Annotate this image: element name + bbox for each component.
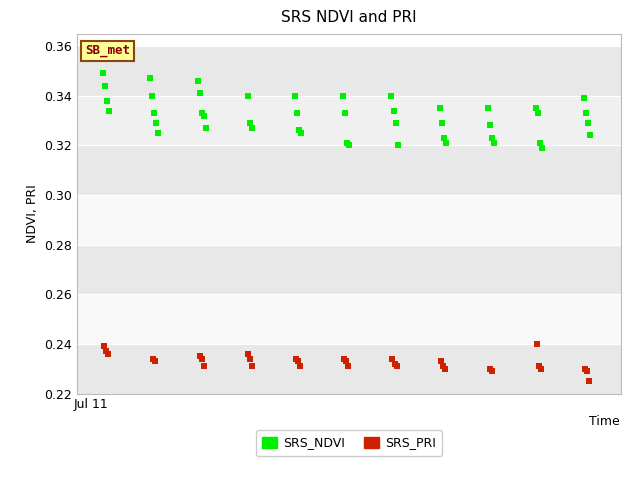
- Bar: [77, 96, 621, 145]
- Bar: [77, 46, 621, 96]
- Bar: [77, 145, 621, 195]
- Text: SB_met: SB_met: [85, 44, 130, 58]
- Y-axis label: NDVI, PRI: NDVI, PRI: [26, 184, 38, 243]
- Bar: [77, 294, 621, 344]
- Bar: [77, 195, 621, 245]
- Title: SRS NDVI and PRI: SRS NDVI and PRI: [281, 11, 417, 25]
- Bar: [77, 245, 621, 294]
- Bar: [77, 344, 621, 394]
- Legend: SRS_NDVI, SRS_PRI: SRS_NDVI, SRS_PRI: [255, 430, 442, 456]
- X-axis label: Time: Time: [589, 415, 620, 428]
